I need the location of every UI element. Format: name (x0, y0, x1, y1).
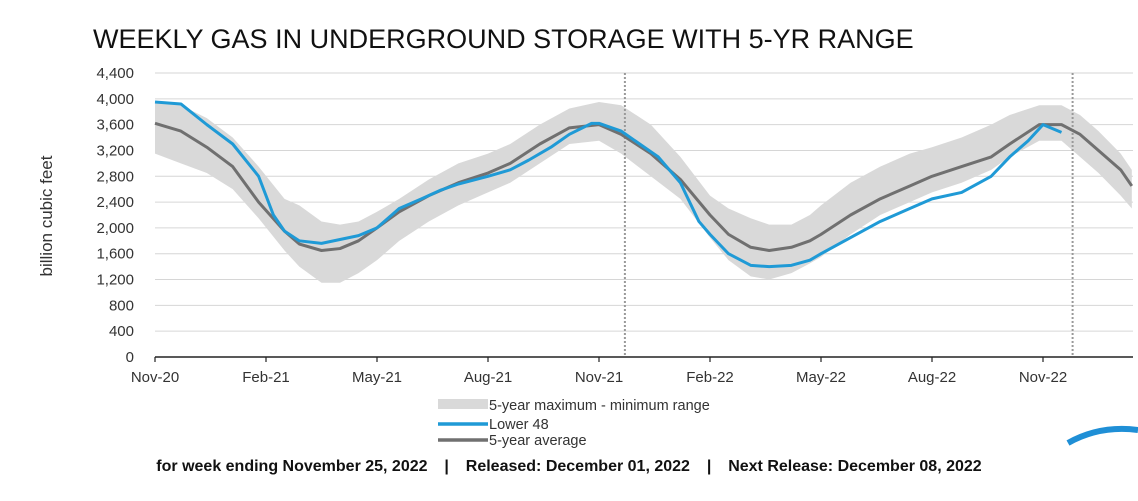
x-tick-label: Nov-21 (575, 369, 623, 386)
x-tick-label: Feb-22 (686, 369, 734, 386)
legend-label-lower48: Lower 48 (489, 417, 549, 433)
y-tick-label: 0 (126, 349, 134, 366)
range-band-area (155, 102, 1132, 283)
separator: | (444, 458, 449, 475)
x-tick-label: Aug-22 (908, 369, 956, 386)
y-tick-label: 4,000 (96, 91, 134, 108)
y-tick-label: 400 (109, 323, 134, 340)
x-tick-label: Feb-21 (242, 369, 290, 386)
legend: 5-year maximum - minimum range Lower 48 … (438, 398, 710, 449)
range-band (155, 102, 1132, 283)
y-tick-label: 2,400 (96, 194, 134, 211)
y-tick-label: 4,400 (96, 65, 134, 82)
logo-arc (1066, 425, 1138, 446)
y-tick-label: 3,600 (96, 117, 134, 134)
y-tick-label: 2,800 (96, 168, 134, 185)
y-tick-label: 3,200 (96, 142, 134, 159)
gridlines (155, 72, 1133, 332)
x-tick-label: May-21 (352, 369, 402, 386)
y-tick-label: 1,600 (96, 246, 134, 263)
reference-lines (623, 73, 1074, 357)
y-tick-label: 800 (109, 297, 134, 314)
series-lines (154, 100, 1134, 269)
separator: | (706, 458, 712, 475)
next-release-text: Next Release: December 08, 2022 (728, 458, 982, 475)
week-ending-text: for week ending November 25, 2022 (156, 458, 428, 475)
legend-swatch-range (438, 399, 488, 409)
axes: 0 400 800 1,200 1,600 2,000 2,400 2,800 3,200 3,6… (96, 65, 1133, 386)
legend-label-average: 5-year average (489, 433, 587, 449)
legend-label-range: 5-year maximum - minimum range (489, 398, 710, 414)
x-tick-label: Nov-20 (131, 369, 179, 386)
release-info: for week ending November 25, 2022 | Rele… (0, 458, 1138, 476)
chart-title: WEEKLY GAS IN UNDERGROUND STORAGE WITH 5… (93, 24, 914, 54)
y-axis-label: billion cubic feet (37, 155, 56, 276)
y-tick-label: 2,000 (96, 220, 134, 237)
released-text: Released: December 01, 2022 (465, 458, 690, 475)
x-tick-label: May-22 (796, 369, 846, 386)
x-tick-label: Nov-22 (1019, 369, 1067, 386)
lower-48-line (154, 100, 1063, 269)
x-tick-label: Aug-21 (464, 369, 512, 386)
y-tick-label: 1,200 (96, 272, 134, 289)
